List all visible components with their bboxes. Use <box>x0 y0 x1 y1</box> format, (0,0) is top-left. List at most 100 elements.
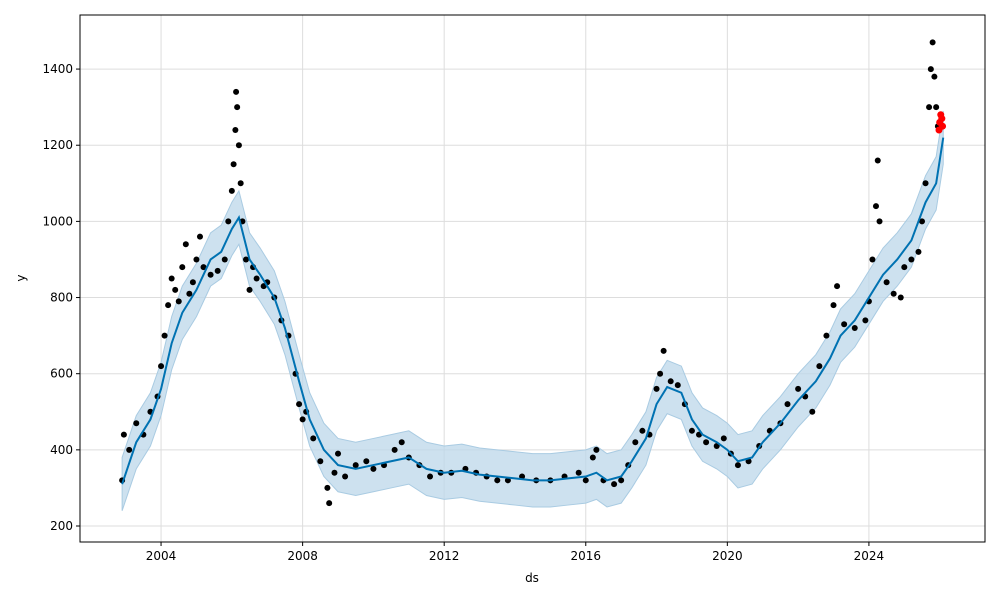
observed-point <box>639 427 646 434</box>
observed-point <box>589 454 596 461</box>
y-tick-label: 400 <box>50 443 73 457</box>
observed-point <box>221 256 228 263</box>
observed-point <box>193 256 200 263</box>
x-tick-label: 2020 <box>712 549 743 563</box>
x-tick-label: 2008 <box>287 549 318 563</box>
observed-point <box>575 469 582 476</box>
highlighted-points <box>935 111 947 134</box>
observed-point <box>908 256 915 263</box>
observed-point <box>876 218 883 225</box>
observed-point <box>929 39 936 46</box>
observed-point <box>851 325 858 332</box>
observed-point <box>225 218 232 225</box>
observed-point <box>926 104 933 111</box>
observed-point <box>186 290 193 297</box>
observed-point <box>352 462 359 469</box>
observed-point <box>618 477 625 484</box>
observed-point <box>862 317 869 324</box>
forecast-line <box>121 137 945 485</box>
y-tick-label: 1400 <box>42 62 73 76</box>
observed-point <box>233 88 240 95</box>
observed-point <box>890 290 897 297</box>
observed-point <box>158 363 165 370</box>
observed-point <box>182 241 189 248</box>
observed-point <box>230 161 237 168</box>
x-tick-label: 2024 <box>854 549 885 563</box>
observed-point <box>931 73 938 80</box>
observed-point <box>841 321 848 328</box>
observed-point <box>317 458 324 465</box>
observed-point <box>713 443 720 450</box>
observed-point <box>795 385 802 392</box>
observed-point <box>674 382 681 389</box>
observed-point <box>242 256 249 263</box>
highlighted-point <box>939 122 947 130</box>
uncertainty-band <box>121 110 944 511</box>
observed-point <box>232 126 239 133</box>
observed-point <box>196 233 203 240</box>
observed-point <box>834 283 841 290</box>
observed-point <box>189 279 196 286</box>
observed-point <box>370 465 377 472</box>
observed-point <box>253 275 260 282</box>
observed-point <box>657 370 664 377</box>
observed-point <box>816 363 823 370</box>
observed-point <box>391 446 398 453</box>
observed-point <box>237 180 244 187</box>
observed-point <box>632 439 639 446</box>
x-tick-label: 2012 <box>429 549 460 563</box>
observed-point <box>734 462 741 469</box>
observed-point <box>299 416 306 423</box>
observed-point <box>897 294 904 301</box>
observed-point <box>165 302 172 309</box>
observed-point <box>179 264 186 271</box>
highlighted-point <box>938 115 946 123</box>
observed-point <box>310 435 317 442</box>
observed-point <box>703 439 710 446</box>
observed-point <box>660 347 667 354</box>
observed-point <box>901 264 908 271</box>
observed-point <box>883 279 890 286</box>
observed-point <box>126 446 133 453</box>
y-tick-label: 800 <box>50 291 73 305</box>
x-ticks: 2004 2008 2012 2016 2020 2024 <box>146 542 884 563</box>
observed-point <box>809 408 816 415</box>
observed-point <box>335 450 342 457</box>
observed-point <box>398 439 405 446</box>
y-tick-label: 1000 <box>42 214 73 228</box>
observed-point <box>653 385 660 392</box>
observed-point <box>326 500 333 507</box>
observed-point <box>611 481 618 488</box>
observed-point <box>342 473 349 480</box>
observed-point <box>874 157 881 164</box>
observed-points <box>119 39 941 507</box>
observed-point <box>922 180 929 187</box>
observed-point <box>830 302 837 309</box>
observed-point <box>235 142 242 149</box>
observed-point <box>228 187 235 194</box>
y-ticks: 200 400 600 800 1000 1200 1400 <box>42 62 80 533</box>
observed-point <box>919 218 926 225</box>
observed-point <box>933 104 940 111</box>
observed-point <box>593 446 600 453</box>
observed-point <box>720 435 727 442</box>
x-tick-label: 2004 <box>146 549 177 563</box>
y-tick-label: 600 <box>50 367 73 381</box>
observed-point <box>688 427 695 434</box>
observed-point <box>869 256 876 263</box>
plot-frame <box>79 14 986 543</box>
observed-point <box>582 477 589 484</box>
observed-point <box>175 298 182 305</box>
observed-point <box>915 248 922 255</box>
observed-point <box>784 401 791 408</box>
observed-point <box>872 203 879 210</box>
observed-point <box>296 401 303 408</box>
observed-point <box>133 420 140 427</box>
observed-point <box>172 286 179 293</box>
observed-point <box>427 473 434 480</box>
observed-point <box>120 431 127 438</box>
x-tick-label: 2016 <box>570 549 601 563</box>
observed-point <box>214 267 221 274</box>
observed-point <box>823 332 830 339</box>
